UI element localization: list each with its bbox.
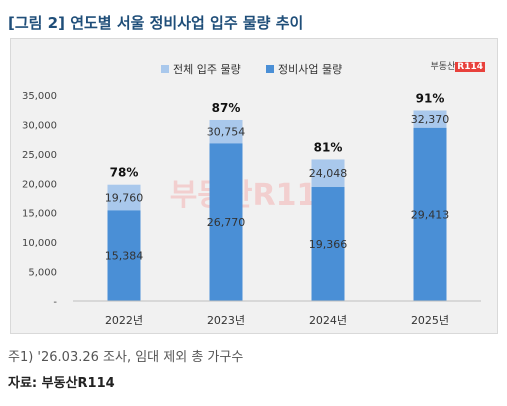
x-axis: 2022년 2023년 2024년 2025년 — [73, 300, 481, 327]
data-label-redevelopment: 15,384 — [105, 250, 144, 263]
x-tick-label: 2022년 — [105, 314, 143, 327]
x-tick-label: 2023년 — [207, 314, 245, 327]
brand-mark: 부동산 R114 — [430, 59, 485, 72]
y-tick-label: 15,000 — [22, 209, 57, 220]
bar-redevelopment — [107, 210, 141, 301]
y-tick-label: - — [53, 297, 57, 308]
data-label-redevelopment: 26,770 — [207, 216, 246, 229]
ratio-label: 81% — [314, 140, 343, 154]
ratio-label: 78% — [110, 166, 139, 180]
bar-redevelopment — [311, 187, 345, 301]
y-axis: - 5,000 10,000 15,000 20,000 25,000 30,000 35,0… — [22, 91, 57, 308]
bar-redevelopment — [413, 127, 447, 301]
bar-chart: 부동산R114 전체 입주 물량 정비사업 물량 - 5,000 10,000 15,0… — [22, 63, 481, 327]
data-label-total: 19,760 — [105, 192, 144, 205]
ratio-label: 91% — [416, 91, 445, 105]
figure-title: [그림 2] 연도별 서울 정비사업 입주 물량 추이 — [8, 14, 304, 32]
bars: 19,760 15,384 78% 30,754 26,770 87% 24,048 19,3… — [105, 91, 450, 301]
y-tick-label: 30,000 — [22, 120, 57, 131]
watermark: 부동산R114 — [170, 178, 339, 213]
brand-mark-badge: R114 — [455, 62, 485, 72]
bar-redevelopment — [209, 143, 243, 301]
y-tick-label: 10,000 — [22, 238, 57, 249]
watermark-text: 부동산R114 — [170, 178, 339, 213]
y-tick-label: 25,000 — [22, 150, 57, 161]
data-label-total: 24,048 — [309, 167, 348, 180]
ratio-label: 87% — [212, 101, 241, 115]
legend-label-2: 정비사업 물량 — [278, 63, 342, 76]
data-label-total: 30,754 — [207, 126, 246, 139]
legend-swatch-1 — [161, 65, 169, 73]
footnote: 주1) '26.03.26 조사, 임대 제외 총 가구수 — [8, 350, 244, 365]
y-tick-label: 20,000 — [22, 179, 57, 190]
x-tick-label: 2024년 — [309, 314, 347, 327]
y-tick-label: 35,000 — [22, 91, 57, 102]
chart-panel: 부동산 R114 부동산R114 전체 입주 물량 정비사업 물량 - 5,000 10… — [10, 38, 498, 334]
data-label-redevelopment: 29,413 — [411, 208, 450, 221]
data-label-redevelopment: 19,366 — [309, 238, 348, 251]
x-tick-label: 2025년 — [411, 314, 449, 327]
legend-swatch-2 — [266, 65, 274, 73]
legend: 전체 입주 물량 정비사업 물량 — [161, 63, 342, 76]
source-line: 자료: 부동산R114 — [8, 376, 115, 391]
data-label-total: 32,370 — [411, 113, 450, 126]
legend-label-1: 전체 입주 물량 — [173, 63, 241, 76]
y-tick-label: 5,000 — [28, 268, 57, 279]
brand-mark-text: 부동산 — [430, 62, 456, 72]
